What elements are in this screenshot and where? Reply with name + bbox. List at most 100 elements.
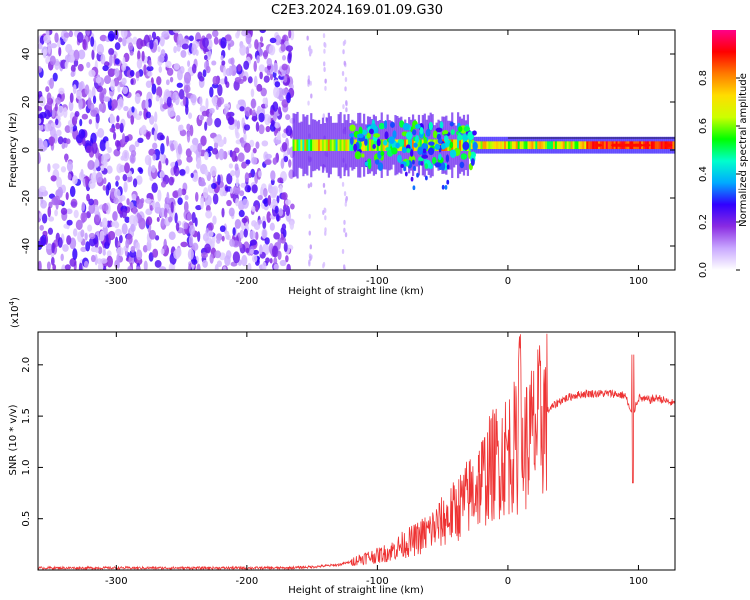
heatmap-cell [484,141,487,150]
heatmap-cell [118,96,124,107]
heatmap-cell [552,141,556,150]
heatmap-cell [57,136,64,145]
heatmap-cell [208,112,212,120]
x-tick-label: 100 [629,276,648,287]
heatmap-cell [543,141,546,150]
heatmap-cell [130,78,134,85]
heatmap-cell [137,50,141,61]
heatmap-cell [578,141,581,150]
heatmap-cell [177,143,182,155]
heatmap-cell [49,77,55,89]
heatmap-cell [52,163,60,170]
heatmap-cell [195,204,202,211]
heatmap-cell [205,210,213,219]
heatmap-cell [262,229,267,239]
heatmap-cell [281,192,288,200]
heatmap-cell [191,43,197,56]
heatmap-cell [417,146,423,156]
heatmap-cell [307,79,310,85]
heatmap-cell [230,57,235,66]
heatmap-cell [269,258,273,264]
heatmap-cell [186,131,191,143]
heatmap-cell [324,208,327,214]
heatmap-cell [343,219,346,225]
heatmap-cell [258,124,265,135]
heatmap-cell [458,126,463,133]
heatmap-cell [459,161,465,169]
heatmap-cell [149,39,154,50]
heatmap-cell [165,60,172,68]
heatmap-cell [198,181,207,187]
heatmap-cell [148,59,152,68]
heatmap-cell [114,67,120,78]
heatmap-cell [446,164,450,170]
heatmap-cell [219,225,226,233]
heatmap-cell [78,98,83,110]
heatmap-cell [323,189,327,195]
heatmap-cell [209,107,215,114]
heatmap-cell [204,121,208,131]
heatmap-cell [143,260,148,270]
heatmap-cell [118,234,123,244]
heatmap-cell [226,173,233,185]
heatmap-cell [120,155,125,161]
heatmap-cell [60,166,67,173]
heatmap-cell [136,58,143,69]
heatmap-cell [241,254,248,267]
heatmap-cell [105,140,110,150]
heatmap-cell [278,106,282,115]
heatmap-cell [134,92,141,105]
heatmap-cell [539,141,542,150]
heatmap-cell [269,222,275,231]
colorbar-bar [712,30,736,270]
heatmap-cell [274,122,281,129]
heatmap-cell [292,139,295,151]
heatmap-cell [249,230,256,240]
heatmap-cell [170,143,175,152]
heatmap-cell [434,162,442,168]
heatmap-cell [498,141,501,150]
heatmap-cell [354,151,362,160]
heatmap-cell [361,129,368,135]
x-tick-label: -200 [236,576,259,587]
heatmap-cell [181,43,189,50]
y-tick-label: 2.0 [21,357,32,373]
heatmap-cell [38,260,42,270]
heatmap-cell [159,35,165,47]
heatmap-cell [258,170,262,178]
heatmap-cell [213,141,219,150]
heatmap-cell [84,232,88,241]
heatmap-cell [114,58,120,65]
heatmap-cell [43,140,48,151]
y-tick-label: 0 [21,147,32,153]
heatmap-cell [166,135,170,147]
heatmap-cell [89,236,96,247]
heatmap-cell [111,221,115,227]
heatmap-cell [212,215,217,225]
heatmap-cell [435,127,443,133]
heatmap-cell [226,199,232,207]
heatmap-cell [50,256,55,266]
heatmap-cell [39,35,45,46]
heatmap-cell [48,136,56,145]
heatmap-cell [376,138,381,147]
heatmap-cell [173,249,181,260]
heatmap-cell [405,131,413,140]
heatmap-cell [374,139,377,151]
heatmap-cell [517,141,520,150]
heatmap-cell [231,150,237,163]
heatmap-cell [431,156,437,165]
heatmap-cell [257,219,263,225]
heatmap-cell [230,187,234,194]
heatmap-cell [322,263,325,269]
heatmap-cell [170,201,174,213]
heatmap-cell [220,55,224,61]
heatmap-cell [554,141,558,150]
heatmap-cell [83,260,89,269]
heatmap-cell [251,115,258,122]
heatmap-cell [216,97,222,108]
heatmap-cell [213,36,219,45]
heatmap-cell [262,187,268,198]
heatmap-cell [87,97,92,109]
heatmap-cell [206,33,212,40]
